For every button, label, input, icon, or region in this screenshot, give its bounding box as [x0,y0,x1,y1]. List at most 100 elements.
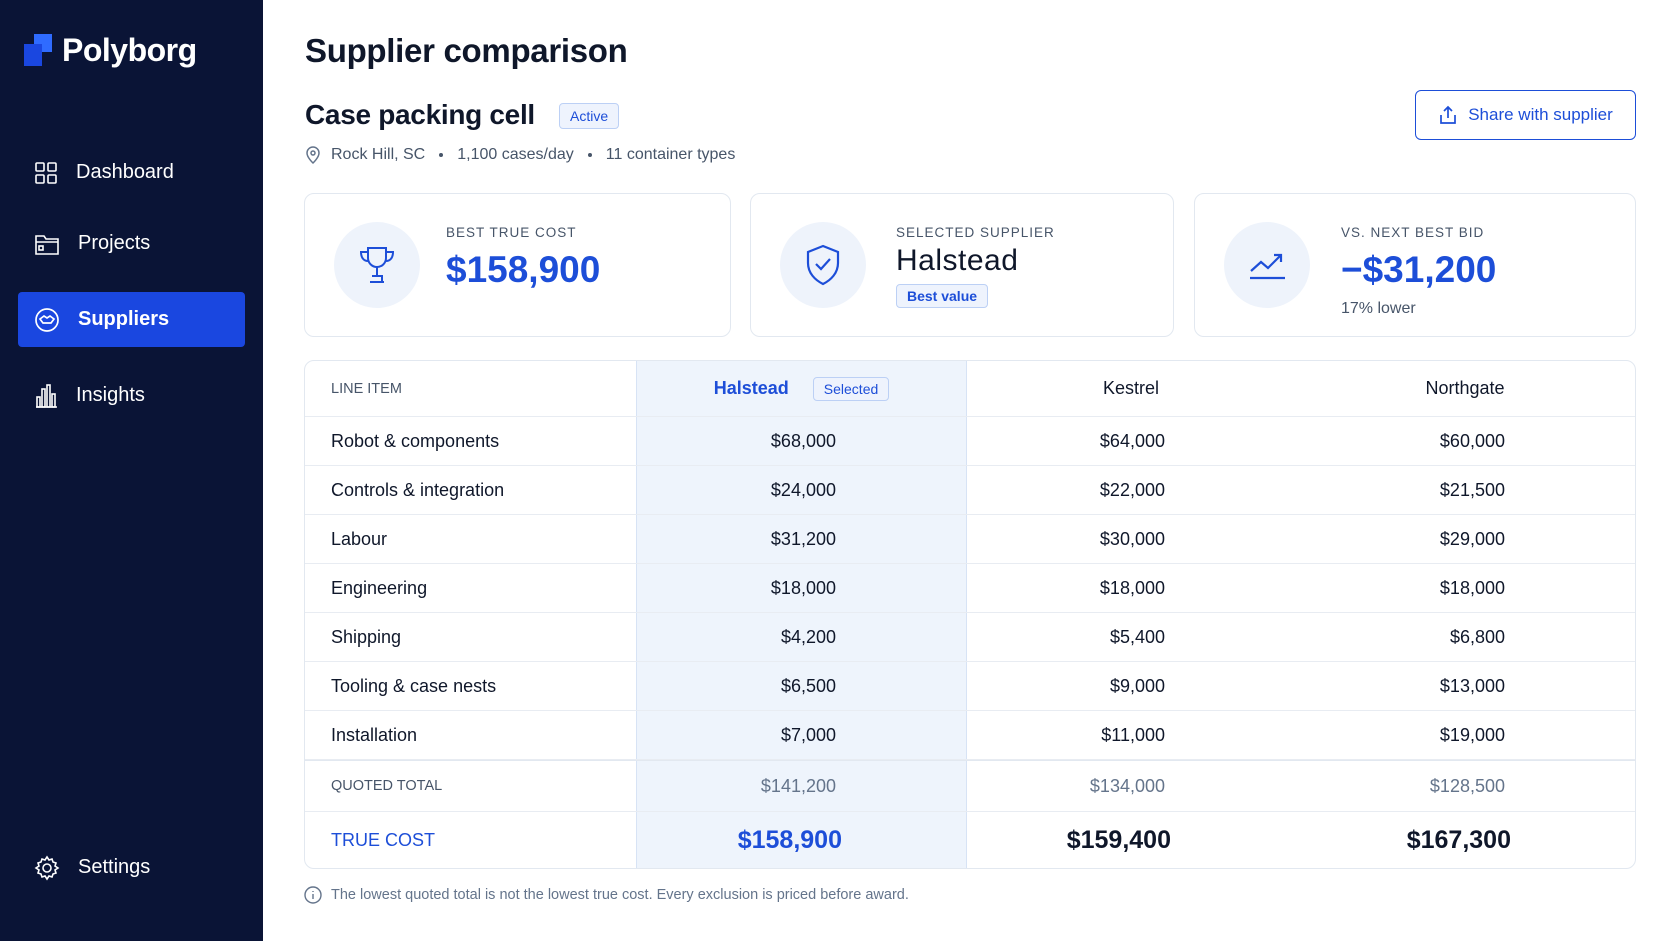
separator [587,153,592,157]
nav-suppliers[interactable]: Suppliers [18,292,245,347]
amount: $6,500 [636,662,967,710]
card-label: SELECTED SUPPLIER [896,225,1055,240]
line-item-row: Robot & components $68,000 $64,000 $60,000 [305,417,1635,466]
comparison-table: LINE ITEM Halstead Selected Kestrel Northgat… [304,360,1636,869]
separator [439,153,444,157]
amount: $22,000 [1099,479,1165,500]
amount: $5,400 [1109,626,1165,647]
share-button[interactable]: Share with supplier [1415,90,1636,140]
quoted-total-row: QUOTED TOTAL $141,200 $134,000 $128,500 [305,760,1635,812]
icon [34,855,60,880]
nav-insights[interactable]: Insights [18,368,245,423]
trophy-icon [359,247,395,283]
header-cell: Kestrel [967,361,1295,416]
true-cost-amount: $158,900 [636,812,967,868]
project-name: Case packing cell [305,99,535,130]
meta-item: 11 container types [605,146,736,163]
icon [35,234,59,255]
card-badge: Best value [896,284,989,308]
amount: $18,000 [1099,577,1165,598]
card-value: −$31,200 [1341,249,1497,290]
project-meta: Rock Hill, SC 1,100 cases/day 11 contain… [305,146,735,164]
line-item-row: Shipping $4,200 $5,400 $6,800 [305,613,1635,662]
info-icon [304,886,322,904]
amount: $68,000 [636,417,967,465]
line-item-row: Controls & integration $24,000 $22,000 $21,… [305,466,1635,515]
shield-icon [806,244,840,286]
supplier-name: Northgate [1425,378,1505,398]
nav-projects[interactable]: Projects [18,216,245,271]
icon-circle [780,222,866,308]
card-label: VS. NEXT BEST BID [1341,225,1485,240]
amount: $21,500 [1439,479,1505,500]
nav-label: Settings [78,856,151,878]
icon-circle [334,222,420,308]
line-item: Tooling & case nests [331,675,497,696]
amount: $9,000 [1109,675,1165,696]
location-icon [306,146,320,164]
nav-label: Projects [78,232,151,254]
line-item: Labour [331,528,388,549]
card-next-bid: VS. NEXT BEST BID −$31,200 17% lower [1194,193,1636,337]
line-item: Shipping [331,626,402,647]
header-cell: Northgate [1295,361,1635,416]
meta-item: Rock Hill, SC [331,146,426,163]
amount: $11,000 [1101,724,1165,745]
true-cost-row: TRUE COST $158,900 $159,400 $167,300 [305,812,1635,868]
line-item: Installation [331,724,418,745]
line-item-row: Engineering $18,000 $18,000 $18,000 [305,564,1635,613]
supplier-name: Kestrel [1102,378,1160,398]
quoted-amount: $141,200 [636,761,967,811]
card-selected: SELECTED SUPPLIER Halstead Best value [750,193,1174,337]
nav-settings[interactable]: Settings [18,840,245,895]
amount: $64,000 [1099,430,1165,451]
line-item: Controls & integration [331,479,505,500]
line-item: Robot & components [331,430,500,451]
nav-label: Insights [76,384,145,406]
true-cost-amount: $159,400 [1066,825,1171,854]
header-row: LINE ITEM Halstead Selected Kestrel Northgat… [305,361,1635,417]
meta-item: 1,100 cases/day [457,146,574,163]
supplier-name: Halstead [713,378,789,398]
true-cost-amount: $167,300 [1406,825,1511,854]
card-label: BEST TRUE COST [446,225,577,240]
true-cost-label: TRUE COST [331,829,436,850]
nav-dashboard[interactable]: Dashboard [18,145,245,200]
amount: $4,200 [636,613,967,661]
amount: $30,000 [1099,528,1165,549]
footnote: The lowest quoted total is not the lowes… [304,886,909,904]
amount: $19,000 [1439,724,1505,745]
amount: $24,000 [636,466,967,514]
footnote-text: The lowest quoted total is not the lowes… [331,887,909,903]
card-best-cost: BEST TRUE COST $158,900 [304,193,731,337]
card-value: $158,900 [446,249,601,290]
icon [35,307,59,332]
amount: $18,000 [636,564,967,612]
line-item: Engineering [331,577,428,598]
amount: $6,800 [1449,626,1505,647]
amount: $7,000 [636,711,967,759]
quoted-amount: $128,500 [1429,775,1505,796]
header-cell: LINE ITEM [331,380,402,397]
selected-badge: Selected [812,376,890,401]
share-label: Share with supplier [1468,105,1613,124]
icon [36,383,57,408]
logo [24,33,52,66]
amount: $13,000 [1439,675,1505,696]
card-note: 17% lower [1341,300,1416,317]
quoted-amount: $134,000 [1089,775,1165,796]
header-cell: Halstead Selected [636,361,967,416]
icon-circle [1224,222,1310,308]
nav-label: Dashboard [76,161,174,183]
amount: $29,000 [1439,528,1505,549]
card-value: Halstead [896,244,1019,277]
nav-label: Suppliers [78,308,170,330]
icon [35,161,57,184]
page-title: Supplier comparison [305,32,628,69]
line-item-row: Labour $31,200 $30,000 $29,000 [305,515,1635,564]
line-item-row: Tooling & case nests $6,500 $9,000 $13,000 [305,662,1635,711]
amount: $60,000 [1439,430,1505,451]
share-icon [1440,105,1457,124]
status-badge: Active [559,103,620,129]
